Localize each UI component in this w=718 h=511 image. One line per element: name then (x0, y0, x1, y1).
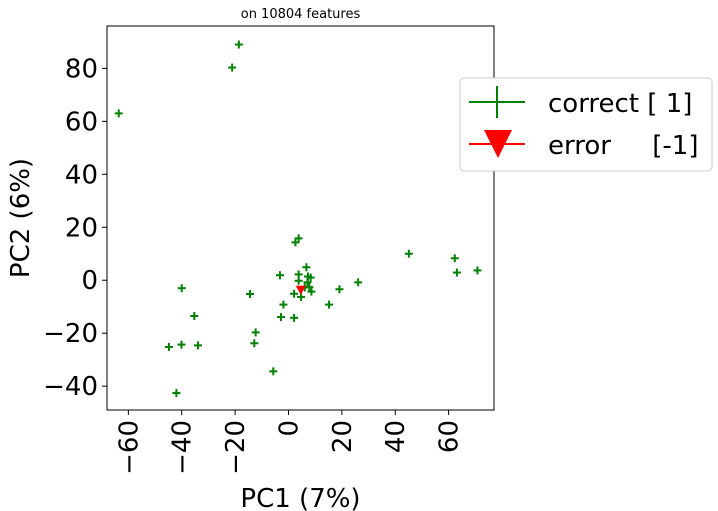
legend-label-error: error [-1] (548, 131, 698, 161)
data-point-correct (251, 328, 260, 337)
data-point-error (295, 285, 306, 295)
y-tick-label: 40 (65, 160, 98, 190)
x-tick-label: 0 (274, 420, 304, 437)
x-tick-label: 20 (328, 420, 358, 453)
x-tick-label: −20 (221, 420, 251, 475)
legend-marker-correct (469, 86, 525, 118)
x-axis-label: PC1 (7%) (240, 484, 360, 511)
data-point-correct (302, 263, 311, 272)
data-point-correct (294, 276, 303, 285)
data-point-correct (290, 289, 299, 298)
data-point-correct (277, 313, 286, 322)
data-point-correct (177, 340, 186, 349)
y-tick-label: −20 (43, 319, 98, 349)
data-point-correct (246, 290, 255, 299)
data-point-correct (177, 284, 186, 293)
x-tick-label: −40 (168, 420, 198, 475)
data-point-correct (172, 389, 181, 398)
y-tick-label: 80 (65, 54, 98, 84)
data-point-correct (452, 268, 461, 277)
data-points (114, 40, 482, 398)
y-tick-label: 60 (65, 107, 98, 137)
data-point-correct (335, 285, 344, 294)
data-point-correct (305, 283, 314, 292)
data-point-correct (473, 266, 482, 275)
y-tick-label: −40 (43, 372, 98, 402)
legend-marker-error (469, 130, 525, 158)
legend: correct [ 1] error [-1] (459, 77, 713, 172)
data-point-correct (290, 313, 299, 322)
data-point-correct (164, 342, 173, 351)
data-point-correct (354, 278, 363, 287)
plot-area (106, 25, 495, 411)
data-point-correct (306, 273, 315, 282)
data-point-correct (275, 271, 284, 280)
x-tick-label: 60 (435, 420, 465, 453)
data-point-correct (114, 109, 123, 118)
data-point-correct (269, 367, 278, 376)
data-point-correct (279, 300, 288, 309)
data-point-correct (250, 339, 259, 348)
x-tick-label: 40 (381, 420, 411, 453)
x-axis-ticks: −60 −40 −20 0 20 40 60 (114, 410, 465, 475)
data-point-correct (450, 254, 459, 263)
data-point-correct (307, 287, 316, 296)
y-tick-label: 0 (81, 266, 98, 296)
data-point-correct (294, 234, 303, 243)
data-point-correct (228, 63, 237, 72)
chart-title: on 10804 features (241, 7, 361, 22)
data-point-correct (404, 249, 413, 258)
data-point-correct (325, 300, 334, 309)
data-point-correct (234, 40, 243, 49)
data-point-correct (190, 311, 199, 320)
y-axis-label: PC2 (6%) (6, 158, 36, 278)
data-point-correct (194, 341, 203, 350)
y-axis-ticks: −40 −20 0 20 40 60 80 (43, 54, 107, 402)
x-tick-label: −60 (114, 420, 144, 475)
y-tick-label: 20 (65, 213, 98, 243)
legend-label-correct: correct [ 1] (548, 89, 692, 119)
